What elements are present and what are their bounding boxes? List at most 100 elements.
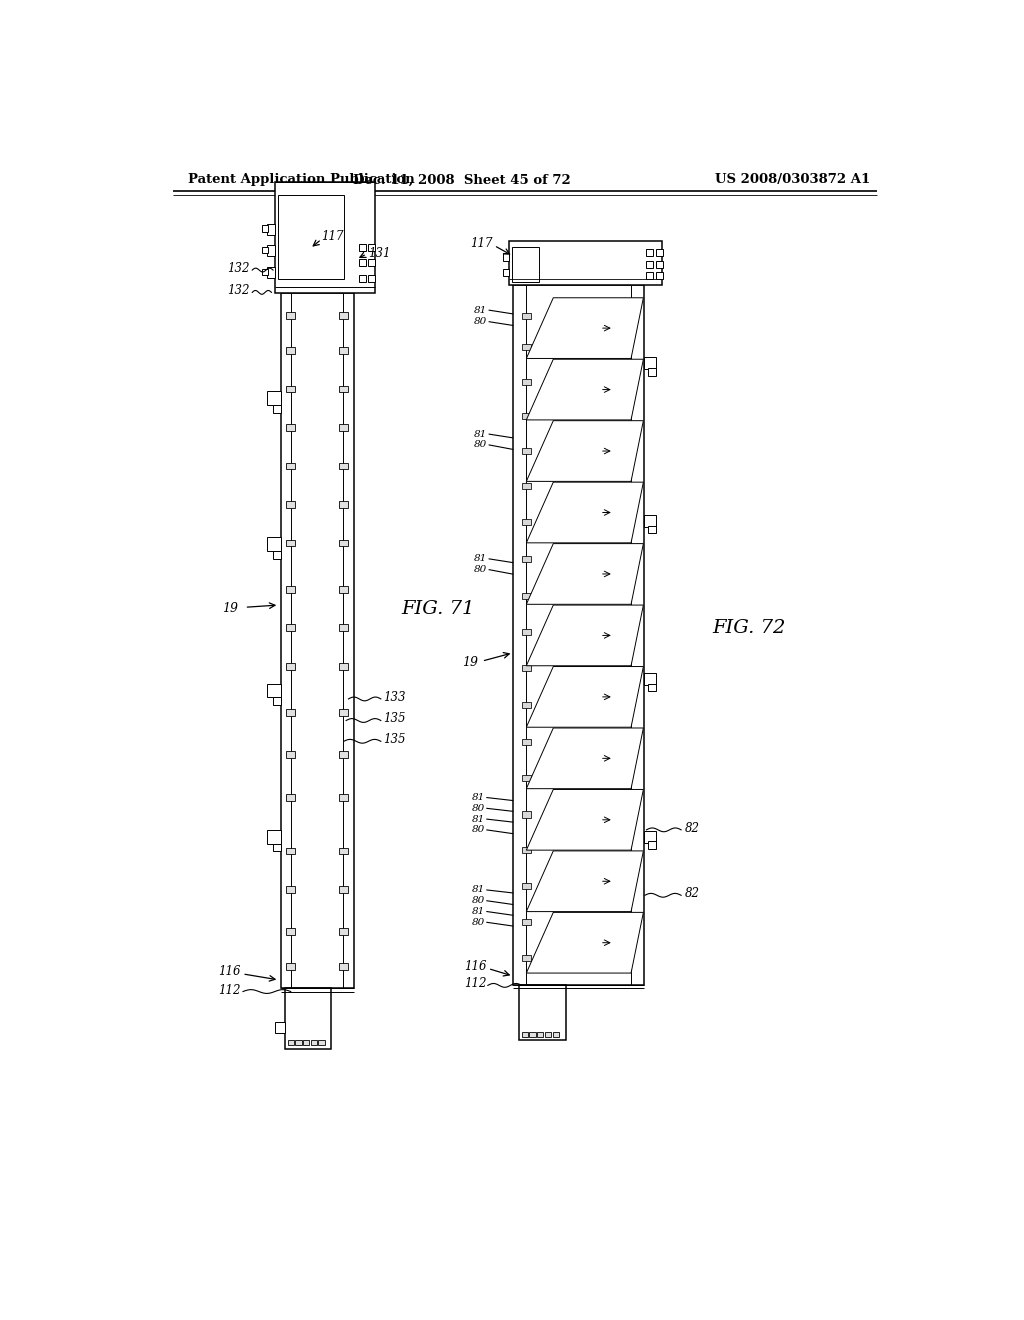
Bar [273, 405, 281, 412]
Bar [286, 886, 295, 892]
Bar [286, 709, 295, 715]
Text: 116: 116 [464, 961, 486, 973]
Text: 133: 133 [383, 690, 406, 704]
Bar [522, 628, 531, 635]
Bar [267, 391, 281, 405]
Bar [288, 1040, 294, 1045]
Bar [509, 240, 662, 285]
Text: 81: 81 [474, 554, 487, 564]
Text: 82: 82 [685, 887, 700, 900]
Bar [644, 515, 656, 527]
Text: 81: 81 [474, 429, 487, 438]
Bar [267, 537, 281, 552]
Polygon shape [526, 421, 643, 482]
Text: Dec. 11, 2008  Sheet 45 of 72: Dec. 11, 2008 Sheet 45 of 72 [353, 173, 570, 186]
Bar [339, 586, 348, 593]
Bar [281, 293, 354, 989]
Bar [286, 313, 295, 319]
Bar [522, 519, 531, 525]
Polygon shape [526, 851, 643, 912]
Text: 132: 132 [227, 261, 250, 275]
Bar [339, 751, 348, 758]
Text: 81: 81 [474, 306, 487, 314]
Bar [285, 989, 331, 1048]
Polygon shape [526, 298, 643, 359]
Bar [503, 268, 509, 276]
Bar [274, 181, 375, 293]
Bar [369, 244, 376, 251]
Bar [273, 843, 281, 851]
Bar [339, 385, 348, 392]
Bar [267, 684, 281, 697]
Text: 117: 117 [470, 236, 493, 249]
Bar [359, 259, 367, 267]
Bar [286, 347, 295, 354]
Bar [273, 697, 281, 705]
Text: 19: 19 [463, 656, 478, 669]
Bar [339, 347, 348, 354]
Text: 131: 131 [368, 247, 390, 260]
Bar [339, 540, 348, 546]
Bar [286, 928, 295, 936]
Bar [339, 847, 348, 854]
Bar [655, 261, 663, 268]
Bar [339, 502, 348, 508]
Bar [644, 673, 656, 685]
Text: 135: 135 [383, 733, 406, 746]
Bar [522, 379, 531, 385]
Bar [339, 928, 348, 936]
Bar [522, 313, 531, 319]
Bar [522, 345, 531, 350]
Text: 135: 135 [383, 713, 406, 726]
Bar [286, 751, 295, 758]
Polygon shape [526, 789, 643, 850]
Bar [359, 275, 367, 281]
Text: 117: 117 [322, 231, 344, 243]
Bar [553, 1032, 559, 1038]
Bar [286, 502, 295, 508]
Bar [648, 841, 655, 849]
Text: FIG. 72: FIG. 72 [712, 619, 785, 638]
Text: 80: 80 [471, 825, 484, 834]
Text: 80: 80 [474, 317, 487, 326]
Polygon shape [526, 359, 643, 420]
Bar [295, 1040, 301, 1045]
Bar [522, 775, 531, 781]
Bar [273, 552, 281, 558]
Bar [522, 593, 531, 599]
Bar [359, 244, 367, 251]
Bar [286, 663, 295, 669]
Bar [267, 224, 274, 235]
Bar [339, 663, 348, 669]
Bar [522, 413, 531, 420]
Bar [655, 272, 663, 280]
Bar [648, 368, 655, 376]
Bar [522, 847, 531, 853]
Bar [286, 964, 295, 970]
Text: FIG. 71: FIG. 71 [401, 599, 475, 618]
Bar [545, 1032, 551, 1038]
Polygon shape [526, 605, 643, 665]
Text: 19: 19 [222, 602, 239, 615]
Bar [262, 268, 268, 275]
Bar [339, 313, 348, 319]
Bar [279, 194, 344, 280]
Bar [286, 385, 295, 392]
Text: 80: 80 [474, 565, 487, 574]
Bar [275, 1022, 285, 1034]
Text: 116: 116 [218, 965, 241, 978]
Text: 112: 112 [218, 983, 241, 997]
Bar [339, 886, 348, 892]
Bar [339, 793, 348, 800]
Bar [503, 253, 509, 261]
Bar [519, 985, 565, 1040]
Bar [522, 665, 531, 671]
Bar [522, 739, 531, 744]
Bar [644, 358, 656, 370]
Bar [529, 1032, 536, 1038]
Bar [267, 267, 274, 277]
Bar [339, 709, 348, 715]
Text: 82: 82 [685, 822, 700, 834]
Bar [339, 624, 348, 631]
Bar [339, 964, 348, 970]
